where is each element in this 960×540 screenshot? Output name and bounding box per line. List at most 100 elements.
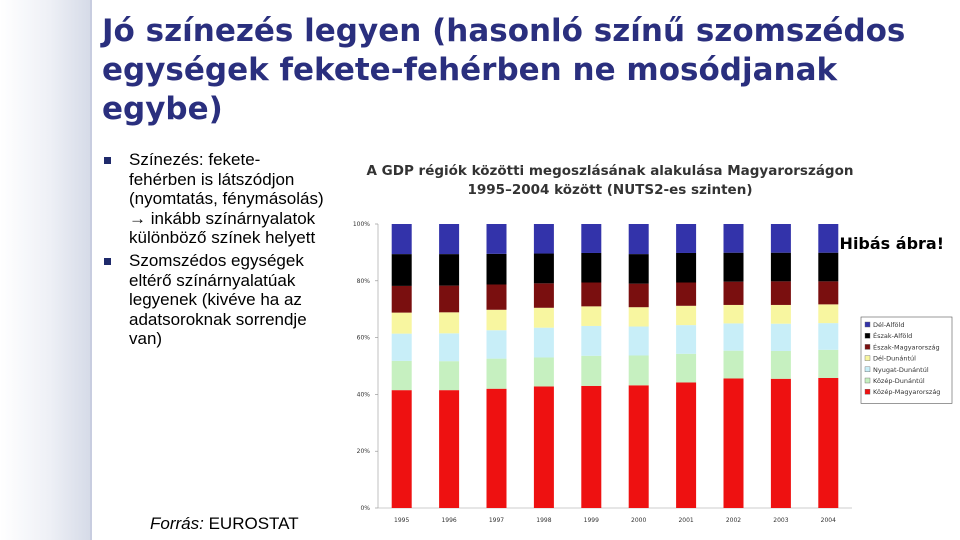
bar-segment [486,309,507,331]
bar-segment [439,224,460,255]
bar-segment [439,333,460,362]
bar-segment [533,307,554,328]
x-tick-label: 1999 [584,517,599,524]
bar-segment [391,390,412,508]
y-tick-label: 20% [357,448,371,455]
bar-segment [581,224,602,253]
x-tick-label: 1996 [441,517,456,524]
legend-label: Dél-Alföld [873,321,904,329]
legend-label: Közép-Dunántúl [873,377,925,385]
bar-segment [676,252,697,283]
legend-swatch [864,366,871,373]
bar-segment [676,224,697,253]
legend-swatch [864,321,871,328]
bar-segment [581,385,602,508]
legend-label: Észak-Magyarország [873,342,940,351]
bar-segment [533,283,554,308]
legend-swatch [864,355,871,361]
bar-segment [533,357,554,387]
bar-segment [723,252,744,282]
bar-segment [770,323,791,351]
x-tick-label: 2004 [821,517,836,524]
bar-segment [818,349,839,378]
y-tick-label: 40% [357,391,371,398]
legend-swatch [864,344,871,350]
bar-segment [628,283,649,308]
bar-segment [628,326,649,356]
y-tick-label: 0% [360,505,370,512]
bar-segment [723,378,744,508]
bar-segment [770,252,791,282]
legend-box [860,316,953,404]
bullet-text: Szomszédos egységek eltérő színárnyalatú… [129,250,307,349]
bar-segment [581,355,602,386]
bar-segment [439,390,460,508]
bar-segment [533,224,554,254]
gdp-chart: A GDP régiók közötti megoszlásának alaku… [330,150,956,538]
bar-segment [770,224,791,253]
bar-segment [818,323,839,350]
x-tick-label: 2003 [773,517,788,524]
bar-segment [818,304,839,324]
bar-segment [818,224,839,253]
bar-segment [770,378,791,508]
bar-segment [581,282,602,307]
bar-segment [439,285,460,313]
source-note: Forrás: EUROSTAT [150,514,299,534]
bar-segment [486,330,507,359]
legend-label: Észak-Alföld [873,331,912,340]
bar-segment [486,224,507,254]
x-tick-label: 2000 [631,517,646,524]
bar-segment [533,253,554,284]
legend-swatch [864,377,871,384]
bar-segment [723,323,744,351]
source-name: EUROSTAT [208,514,299,533]
legend-label: Dél-Dunántúl [873,355,916,363]
left-decoration-bar [0,0,90,540]
x-tick-label: 1998 [536,517,551,524]
bar-segment [723,224,744,253]
bar-segment [676,282,697,306]
legend-label: Nyugat-Dunántúl [873,366,929,374]
bar-segment [770,304,791,324]
error-annotation: Hibás ábra! [840,234,944,253]
square-bullet-icon [104,157,111,164]
chart-title-line: 1995–2004 között (NUTS2-es szinten) [468,182,753,198]
bar-segment [723,350,744,379]
bar-segment [581,325,602,356]
bar-segment [486,358,507,389]
bar-segment [486,284,507,310]
legend-swatch [864,332,871,339]
y-tick-label: 100% [353,221,370,228]
chart-svg: A GDP régiók közötti megoszlásának alaku… [353,163,953,524]
bar-segment [723,304,744,324]
source-label: Forrás: [150,514,204,533]
bar-segment [391,224,412,255]
bar-segment [770,350,791,379]
bar-segment [628,385,649,508]
bar-segment [439,312,460,334]
bar-segment [818,377,839,508]
bar-segment [676,382,697,508]
y-tick-label: 80% [357,278,371,285]
bar-segment [628,307,649,327]
bullet-item-neighbors: Szomszédos egységek eltérő színárnyalatú… [104,251,324,349]
bar-segment [723,281,744,305]
bar-segment [533,327,554,358]
left-divider-line [90,0,92,540]
bullet-list: Színezés: fekete-fehérben is látszódjon … [104,150,324,352]
bar-segment [581,252,602,283]
x-tick-label: 1997 [489,517,504,524]
bar-segment [391,333,412,361]
square-bullet-icon [104,257,111,265]
bar-segment [391,360,412,391]
bar-segment [676,325,697,354]
bar-segment [533,386,554,508]
bar-segment [391,312,412,334]
bullet-text: Színezés: fekete-fehérben is látszódjon … [129,150,324,248]
bar-segment [628,224,649,255]
bar-segment [439,361,460,391]
bar-segment [391,285,412,313]
bar-segment [628,254,649,284]
bar-segment [391,254,412,286]
